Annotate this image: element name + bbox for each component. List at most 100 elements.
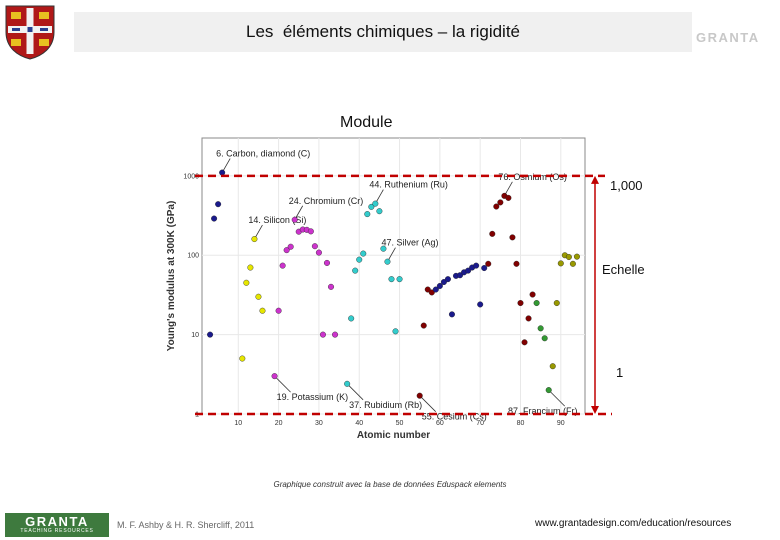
x-tick-label: 30	[315, 420, 323, 427]
data-point	[553, 300, 560, 307]
data-point	[457, 272, 464, 279]
data-point	[489, 230, 496, 237]
x-tick-label: 50	[396, 420, 404, 427]
data-point	[465, 267, 472, 274]
footer-logo-subtitle: TEACHING RESOURCES	[20, 528, 94, 534]
data-point	[332, 331, 339, 338]
data-point	[364, 211, 371, 218]
scale-label: Echelle	[602, 262, 645, 277]
data-point	[396, 276, 403, 283]
element-label: 37. Rubidium (Rb)	[349, 400, 422, 410]
data-point	[271, 373, 278, 380]
data-point	[344, 380, 351, 387]
data-point	[287, 243, 294, 250]
data-point	[311, 243, 318, 250]
x-tick-label: 90	[557, 420, 565, 427]
element-label: 47. Silver (Ag)	[381, 238, 438, 248]
data-point	[477, 301, 484, 308]
data-point	[420, 322, 427, 329]
top-value-label: 1,000	[610, 178, 643, 193]
footer-logo-word: GRANTA	[25, 514, 89, 529]
data-point	[549, 363, 556, 370]
data-point	[328, 283, 335, 290]
resources-url[interactable]: www.grantadesign.com/education/resources	[535, 518, 732, 529]
data-point	[219, 169, 226, 176]
label-leader-line	[274, 375, 291, 393]
data-point	[360, 250, 367, 257]
data-point	[485, 260, 492, 267]
data-point	[573, 253, 580, 260]
data-point	[247, 264, 254, 271]
data-point	[424, 286, 431, 293]
element-label: 55. Cesium (Cs)	[422, 412, 487, 422]
data-point	[436, 282, 443, 289]
data-point	[255, 293, 262, 300]
data-point	[545, 387, 552, 394]
data-point	[416, 392, 423, 399]
chart-caption: Graphique construit avec la base de donn…	[273, 480, 507, 489]
data-point	[392, 328, 399, 335]
x-tick-label: 60	[436, 420, 444, 427]
y-tick-label: 10	[191, 332, 199, 339]
x-tick-label: 70	[476, 420, 484, 427]
x-axis-label: Atomic number	[357, 430, 430, 441]
element-label: 76. Osmium (Os)	[498, 172, 567, 182]
data-point	[533, 300, 540, 307]
module-label: Module	[340, 114, 393, 131]
x-tick-label: 10	[234, 420, 242, 427]
data-point	[565, 254, 572, 261]
y-tick-label: 1	[195, 412, 199, 419]
data-point	[481, 265, 488, 272]
x-tick-label: 40	[355, 420, 363, 427]
data-point	[557, 260, 564, 267]
data-point	[315, 249, 322, 256]
data-point	[243, 279, 250, 286]
data-point	[259, 307, 266, 314]
data-point	[509, 234, 516, 241]
element-label: 14. Silicon (Si)	[248, 215, 306, 225]
data-point	[319, 331, 326, 338]
label-leader-line	[548, 389, 565, 407]
granta-footer-logo: GRANTA TEACHING RESOURCES	[5, 513, 109, 537]
element-label: 6. Carbon, diamond (C)	[216, 149, 310, 159]
data-point	[356, 256, 363, 263]
data-point	[275, 307, 282, 314]
data-point	[372, 200, 379, 207]
data-point	[541, 335, 548, 342]
data-point	[323, 259, 330, 266]
data-point	[493, 203, 500, 210]
data-point	[215, 201, 222, 208]
data-point	[239, 355, 246, 362]
data-point	[537, 325, 544, 332]
data-point	[368, 203, 375, 210]
data-point	[384, 258, 391, 265]
data-point	[569, 260, 576, 267]
data-point	[380, 245, 387, 252]
element-label: 87. Francium (Fr)	[508, 406, 578, 416]
data-point	[473, 262, 480, 269]
data-point	[444, 276, 451, 283]
data-point	[352, 267, 359, 274]
data-point	[348, 315, 355, 322]
data-point	[376, 208, 383, 215]
data-point	[283, 247, 290, 254]
y-tick-label: 100	[187, 253, 199, 260]
x-tick-label: 20	[275, 420, 283, 427]
element-label: 24. Chromium (Cr)	[289, 196, 364, 206]
page-title: Les éléments chimiques – la rigidité	[245, 22, 521, 41]
data-point	[517, 300, 524, 307]
data-point	[497, 199, 504, 206]
y-axis-label: Young's modulus at 300K (GPa)	[166, 201, 177, 352]
data-point	[279, 262, 286, 269]
bottom-value-label: 1	[616, 365, 624, 380]
data-point	[291, 216, 298, 223]
data-point	[307, 228, 314, 235]
label-leader-line	[419, 395, 436, 412]
data-point	[529, 291, 536, 298]
data-point	[525, 315, 532, 322]
data-point	[432, 286, 439, 293]
label-leader-line	[346, 383, 364, 401]
data-point	[448, 311, 455, 318]
data-point	[428, 289, 435, 296]
data-point	[521, 339, 528, 346]
